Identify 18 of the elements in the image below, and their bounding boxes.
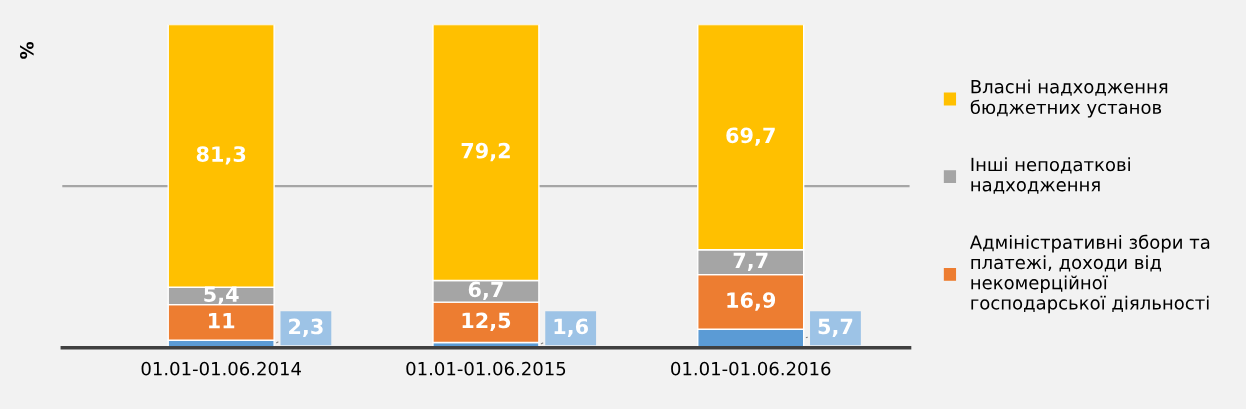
data-label: 81,3: [196, 146, 246, 165]
x-tick-label: 01.01-01.06.2015: [406, 361, 566, 376]
data-label: 1,6: [554, 318, 588, 337]
data-label: 16,9: [727, 292, 776, 311]
legend-label: Адміністративні збори та платежі, доходи від некомерційної господарської діяльності: [969, 234, 1210, 314]
x-tick-label: 01.01-01.06.2014: [141, 361, 301, 376]
y-axis-title: %: [19, 41, 34, 59]
data-label: 7,7: [733, 252, 768, 271]
data-label: 11: [209, 313, 235, 329]
legend-label: Інші неподаткові надходження: [971, 157, 1130, 194]
data-label: 69,7: [726, 127, 775, 146]
data-label: 2,3: [289, 318, 323, 337]
data-label: 6,7: [468, 281, 503, 300]
data-label: 5,7: [818, 318, 853, 337]
data-label: 12,5: [462, 312, 511, 331]
legend-label: Власні надходження бюджетних установ: [970, 79, 1168, 118]
x-tick-label: 01.01-01.06.2016: [671, 361, 831, 376]
data-label: 79,2: [461, 142, 510, 162]
